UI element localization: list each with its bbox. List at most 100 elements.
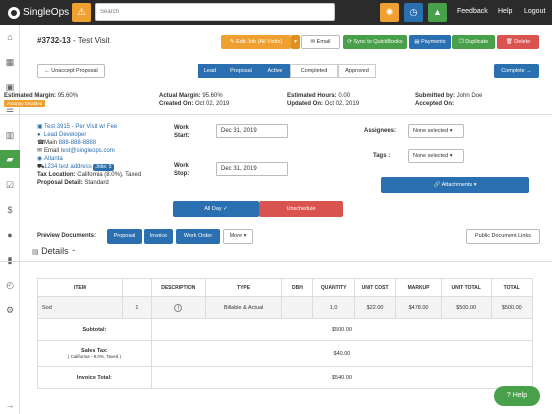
tags-select[interactable]: None selected ▾ [408, 149, 464, 163]
list-icon: ▤ [32, 249, 39, 256]
checkbox-icon[interactable]: ☑ [5, 180, 15, 190]
work-start-input[interactable]: Dec 31, 2019 [216, 124, 288, 138]
calendar-check-icon[interactable]: ▣ [5, 82, 15, 92]
job-number: #3732-13 [37, 36, 71, 45]
dbh-cell [281, 296, 314, 319]
work-stop-label: Work Stop: [174, 163, 190, 177]
unschedule-button[interactable]: Unschedule [259, 201, 343, 217]
warning-icon[interactable]: ⚠ [72, 3, 91, 22]
table-header-row: ITEM DESCRIPTION TYPE DBH QUANTITY UNIT … [37, 278, 534, 297]
line-items-table: ITEM DESCRIPTION TYPE DBH QUANTITY UNIT … [37, 278, 534, 389]
map-marker-icon: ◉ [37, 156, 43, 162]
sidebar: ⌂ ▦ ▣ ☰ ▥ ▰ ☑ $ ● ▮ ◴ ⚙ → [0, 25, 20, 414]
sales-tax-row: Sales Tax: ( California - 8.0%, Taxed ) … [37, 340, 534, 367]
divider [0, 114, 552, 115]
submitted-by: Submitted by: John Doe [415, 93, 483, 99]
accepted-on: Accepted On: [415, 101, 455, 107]
chevron-up-icon: ⌃ [71, 250, 77, 256]
tags-label: Tags : [373, 153, 391, 159]
customer-link[interactable]: Test 3915 - Per Visit w/ Fee [44, 124, 118, 130]
stage-proposal: Proposal [222, 64, 260, 78]
arrow-right-icon[interactable]: → [5, 400, 15, 410]
jobs-badge[interactable]: Jobs: 5 [93, 164, 114, 171]
preview-work-order-button[interactable]: Work Order [176, 229, 220, 244]
search-input[interactable] [95, 3, 335, 21]
page-title: #3732-13 - Test Visit [37, 36, 110, 45]
stage-lead: Lead [198, 64, 222, 78]
preview-documents-label: Preview Documents: [37, 233, 97, 239]
logo-text: SingleOps [23, 7, 70, 18]
road-icon: ⛟ [37, 164, 45, 170]
job-name: - Test Visit [73, 36, 110, 45]
invoice-total-row: Invoice Total: $540.00 [37, 366, 534, 389]
email-button[interactable]: ✉ Email [301, 35, 340, 49]
work-start-label: Work Start: [174, 125, 190, 139]
top-bar: SingleOps ⚠ ✺ ◷ ▲ Feedback Help Logout [0, 0, 552, 25]
assignees-select[interactable]: None selected ▾ [408, 124, 464, 138]
attachments-button[interactable]: 🔗 Attachments ▾ [381, 177, 529, 193]
details-heading[interactable]: ▤ Details ⌃ [32, 246, 77, 256]
updated-on: Updated On: Oct 02, 2019 [287, 101, 360, 107]
unit-total-cell: $500.00 [440, 296, 492, 319]
table-row[interactable]: Sod 1 i Billable & Actual 1.0 $22.00 $47… [37, 296, 534, 319]
gear-icon[interactable]: ⚙ [5, 305, 15, 315]
delete-button[interactable]: 🗑 Delete [497, 35, 539, 49]
subtotal-row: Subtotal: $500.00 [37, 318, 534, 341]
info-icon[interactable]: i [174, 303, 183, 312]
feedback-link[interactable]: Feedback [457, 8, 488, 15]
chart-icon[interactable]: ▮ [7, 255, 13, 265]
work-stop-input[interactable]: Dec 31, 2019 [216, 162, 288, 176]
payments-button[interactable]: ▤ Payments [409, 35, 451, 49]
markup-cell: $478.00 [395, 296, 442, 319]
main-content: #3732-13 - Test Visit ✎ Edit Job (All Vi… [0, 25, 552, 414]
dollar-icon[interactable]: $ [7, 205, 13, 215]
sync-quickbooks-button[interactable]: ⟳ Sync to QuickBooks [343, 35, 407, 49]
home-icon[interactable]: ⌂ [7, 32, 13, 42]
list-icon[interactable]: ☰ [5, 107, 15, 117]
address-link[interactable]: 1234 test address [44, 164, 92, 170]
logo-icon [8, 6, 20, 19]
help-icon: ? [506, 392, 511, 399]
all-day-toggle[interactable]: All Day ✓ [173, 201, 259, 217]
edit-job-button[interactable]: ✎ Edit Job (All Visits) [221, 35, 291, 49]
clock-icon[interactable]: ◷ [404, 3, 423, 22]
edit-job-dropdown[interactable]: ▾ [291, 35, 300, 49]
book-icon[interactable]: ▥ [5, 130, 15, 140]
duplicate-button[interactable]: ❐ Duplicate [452, 35, 495, 49]
item-number-cell: 1 [121, 296, 152, 319]
created-on: Created On: Oct 02, 2019 [159, 101, 230, 107]
description-cell[interactable]: i [150, 296, 206, 319]
history-icon[interactable]: ◴ [6, 280, 14, 290]
tax-location: California (8.0%), Taxed [77, 172, 142, 178]
public-document-links-button[interactable]: Public Document Links [466, 229, 540, 244]
user-icon: ▣ [37, 124, 43, 130]
user-icon: ● [37, 132, 41, 138]
logout-link[interactable]: Logout [524, 8, 546, 15]
lead-source-link[interactable]: Lead Developer [44, 132, 87, 138]
estimated-hours: Estimated Hours: 0.00 [287, 93, 351, 99]
main-phone-link[interactable]: 888-888-8888 [58, 140, 97, 146]
email-link[interactable]: test@singleops.com [60, 148, 115, 154]
complete-button[interactable]: Complete → [494, 64, 539, 78]
user-icon[interactable]: ● [7, 230, 13, 240]
actual-margin: Actual Margin: 95.60% [159, 93, 223, 99]
sun-icon[interactable]: ✺ [380, 3, 399, 22]
envelope-icon: ✉ [37, 148, 43, 154]
phone-icon: ☎ [37, 140, 45, 146]
unaccept-proposal-button[interactable]: ← Unaccept Proposal [37, 64, 105, 78]
graduation-cap-icon[interactable]: ▲ [428, 3, 447, 22]
quantity-cell: 1.0 [312, 296, 355, 319]
proposal-detail: Standard [84, 180, 109, 186]
preview-proposal-button[interactable]: Proposal [107, 229, 142, 244]
city-link[interactable]: Atlanta [44, 156, 63, 162]
calendar-icon[interactable]: ▦ [5, 57, 15, 67]
help-link[interactable]: Help [498, 8, 513, 15]
logo[interactable]: SingleOps [8, 6, 69, 19]
total-cell: $500.00 [490, 296, 534, 319]
more-documents-button[interactable]: More ▾ [223, 229, 253, 244]
stage-approved: Approved [338, 64, 376, 78]
type-cell: Billable & Actual [204, 296, 283, 319]
preview-invoice-button[interactable]: Invoice [144, 229, 173, 244]
briefcase-icon[interactable]: ▰ [0, 150, 20, 168]
help-button[interactable]: ? Help [494, 386, 540, 406]
